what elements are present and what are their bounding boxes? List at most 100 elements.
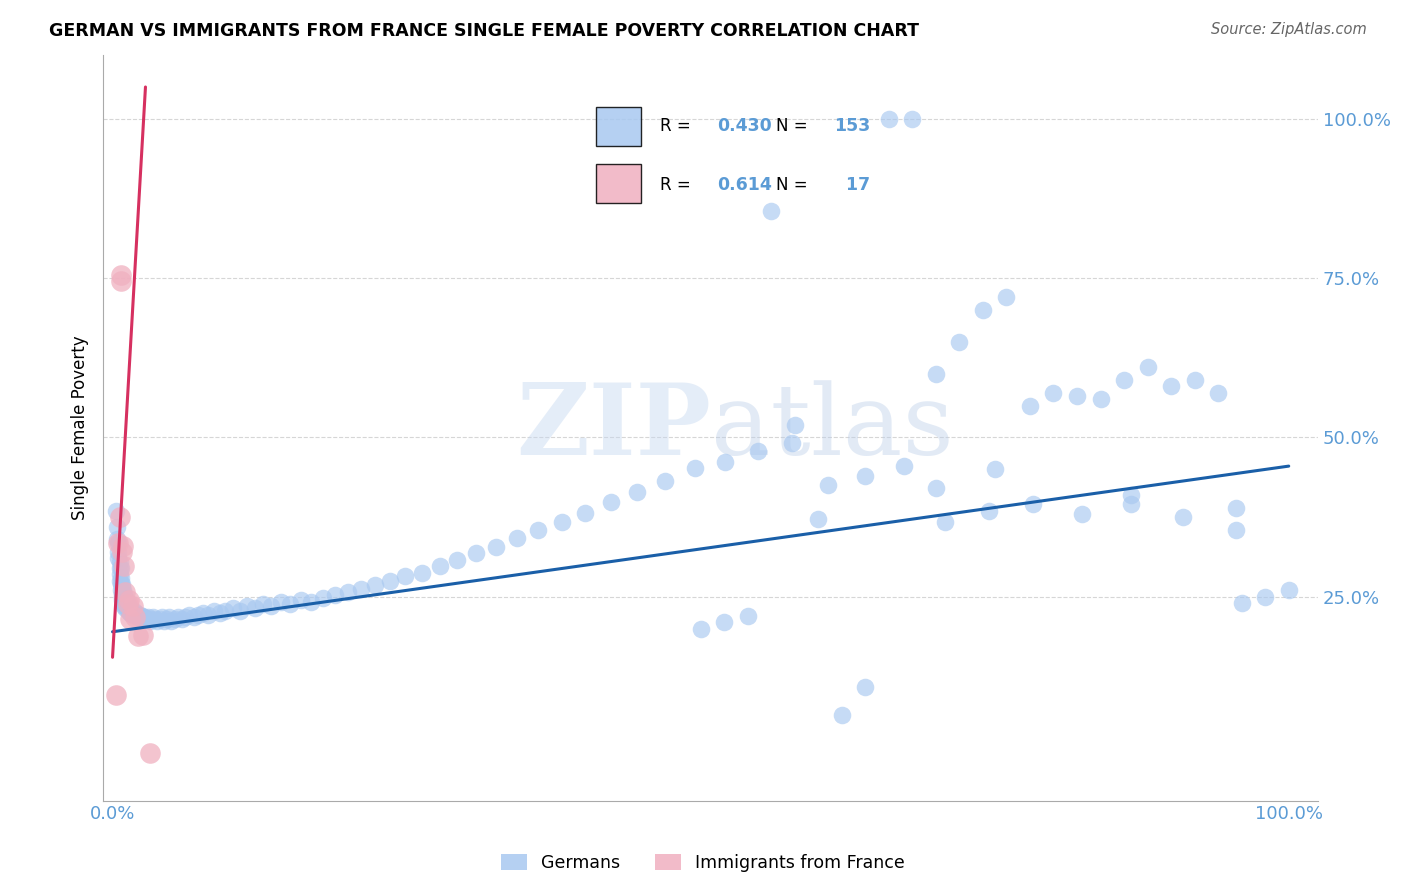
Point xyxy=(124,610,146,624)
Point xyxy=(120,606,142,620)
Point xyxy=(807,512,830,526)
Point xyxy=(174,610,197,624)
Point xyxy=(394,569,416,583)
Point xyxy=(108,574,131,588)
Point xyxy=(120,607,142,621)
Point xyxy=(323,589,346,603)
Point xyxy=(170,612,193,626)
Point xyxy=(1070,507,1092,521)
Point xyxy=(299,595,322,609)
Point xyxy=(934,515,956,529)
Point xyxy=(197,607,219,622)
Point xyxy=(153,614,176,628)
Point xyxy=(1184,373,1206,387)
Point xyxy=(134,610,156,624)
Point xyxy=(131,608,153,623)
Point xyxy=(877,112,900,126)
Point xyxy=(1119,497,1142,511)
Point xyxy=(112,583,135,598)
Point xyxy=(364,578,387,592)
Point xyxy=(139,614,162,628)
Point xyxy=(831,707,853,722)
Point xyxy=(1022,497,1045,511)
Point xyxy=(683,461,706,475)
Point xyxy=(141,610,163,624)
Point xyxy=(115,595,138,609)
Point xyxy=(112,596,135,610)
Text: atlas: atlas xyxy=(710,380,953,475)
Point xyxy=(146,614,169,628)
Point xyxy=(114,598,136,612)
Point xyxy=(120,602,142,616)
Point xyxy=(1230,596,1253,610)
Point xyxy=(208,606,231,620)
Point xyxy=(132,628,155,642)
Point xyxy=(191,606,214,620)
Point xyxy=(112,595,135,609)
Point xyxy=(600,495,623,509)
Point xyxy=(893,459,915,474)
Point xyxy=(714,455,737,469)
Point xyxy=(117,598,139,612)
Point xyxy=(118,604,141,618)
Point xyxy=(132,611,155,625)
Point xyxy=(115,598,138,612)
Point xyxy=(118,600,141,615)
Point xyxy=(1112,373,1135,387)
Point xyxy=(117,598,139,612)
Point xyxy=(1136,360,1159,375)
Text: Source: ZipAtlas.com: Source: ZipAtlas.com xyxy=(1211,22,1367,37)
Point xyxy=(506,531,529,545)
Point xyxy=(114,591,136,605)
Text: GERMAN VS IMMIGRANTS FROM FRANCE SINGLE FEMALE POVERTY CORRELATION CHART: GERMAN VS IMMIGRANTS FROM FRANCE SINGLE … xyxy=(49,22,920,40)
Point xyxy=(948,334,970,349)
Point xyxy=(747,444,769,458)
Point xyxy=(350,582,373,596)
Point xyxy=(114,595,136,609)
Point xyxy=(111,586,134,600)
Point xyxy=(485,540,508,554)
Point xyxy=(112,591,135,605)
Legend: Germans, Immigrants from France: Germans, Immigrants from France xyxy=(495,847,911,879)
Point xyxy=(110,561,132,575)
Point xyxy=(108,555,131,569)
Point xyxy=(1254,590,1277,604)
Point xyxy=(252,598,274,612)
Point xyxy=(157,610,180,624)
Point xyxy=(111,577,134,591)
Point xyxy=(1225,523,1247,537)
Point xyxy=(429,559,451,574)
Point xyxy=(202,604,225,618)
Point xyxy=(901,112,924,126)
Point xyxy=(551,515,574,529)
Point xyxy=(112,590,135,604)
Point xyxy=(112,539,135,553)
Point xyxy=(110,577,132,591)
Point xyxy=(111,593,134,607)
Point xyxy=(111,590,134,604)
Point xyxy=(114,601,136,615)
Point xyxy=(105,689,128,703)
Point xyxy=(110,268,132,282)
Point xyxy=(853,680,876,694)
Point xyxy=(1225,500,1247,515)
Point xyxy=(110,583,132,598)
Point xyxy=(214,604,236,618)
Point xyxy=(149,612,172,626)
Point xyxy=(1160,379,1182,393)
Point xyxy=(713,615,735,630)
Point xyxy=(336,584,359,599)
Point xyxy=(983,462,1005,476)
Y-axis label: Single Female Poverty: Single Female Poverty xyxy=(72,335,89,520)
Point xyxy=(972,303,994,318)
Point xyxy=(124,608,146,623)
Point xyxy=(110,274,132,288)
Point xyxy=(235,599,257,614)
Point xyxy=(108,561,131,575)
Point xyxy=(574,506,596,520)
Point xyxy=(527,523,550,537)
Point xyxy=(107,551,129,566)
Point xyxy=(977,504,1000,518)
Point xyxy=(737,608,759,623)
Point xyxy=(112,559,135,574)
